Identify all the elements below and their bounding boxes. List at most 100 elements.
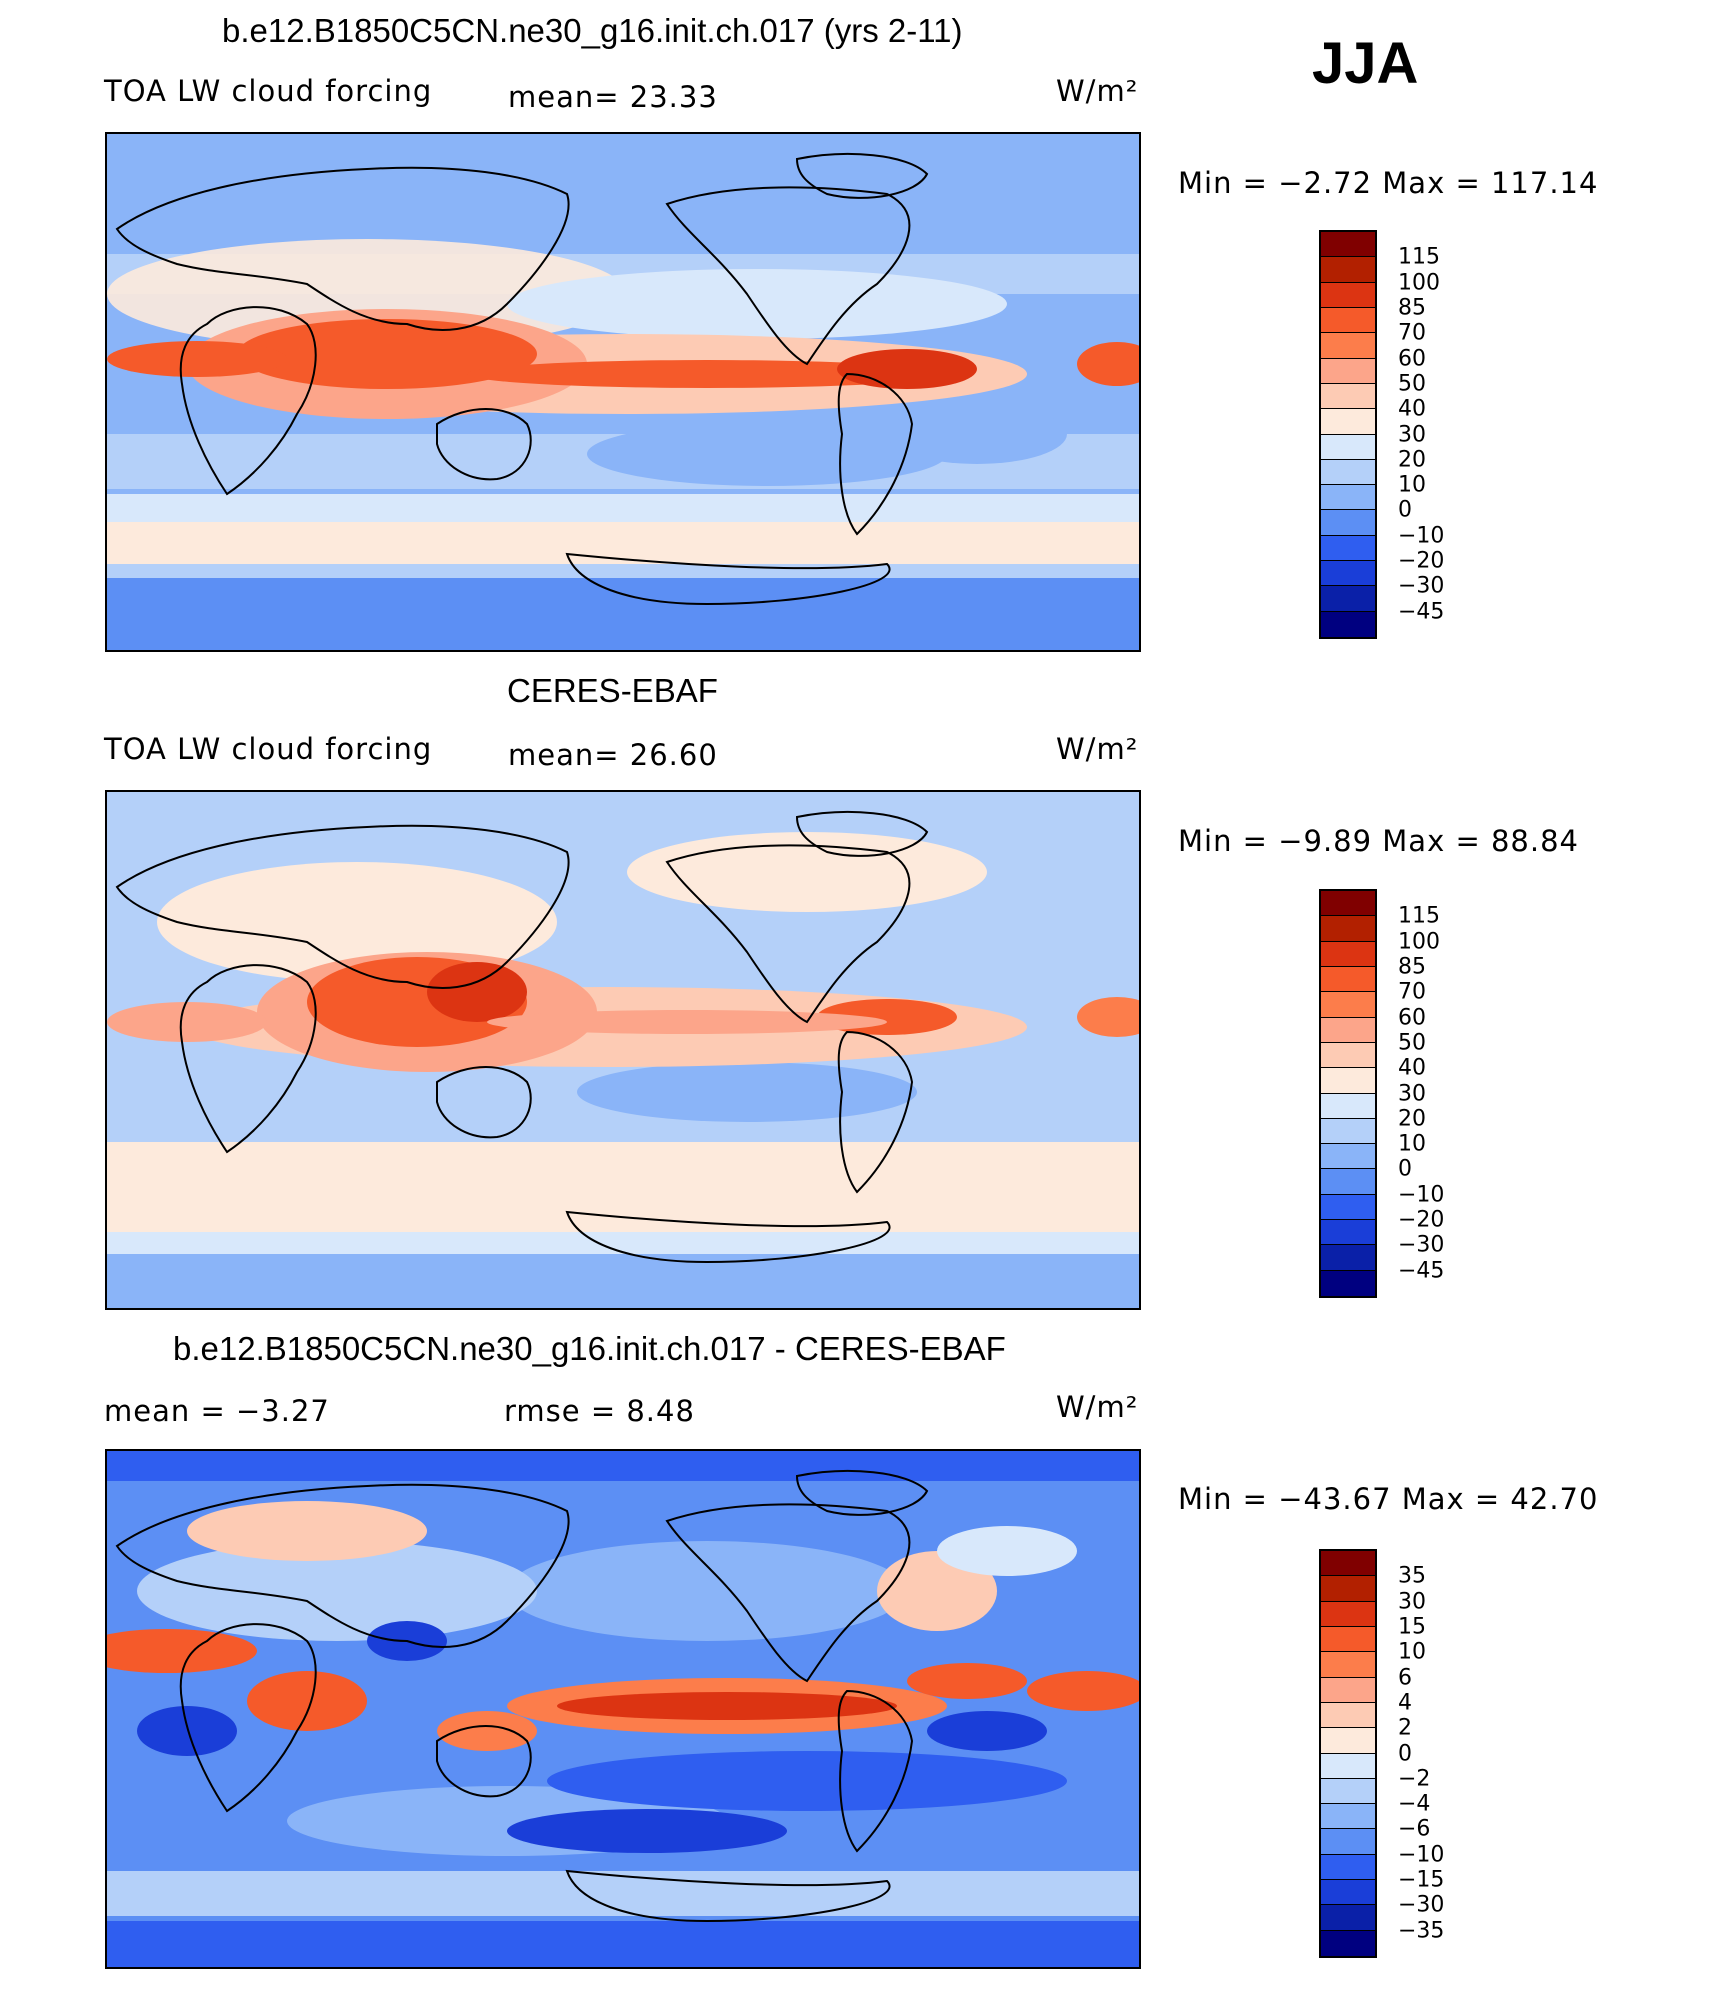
colorbar-swatch bbox=[1321, 586, 1375, 612]
minmax-label: Min = −43.67 Max = 42.70 bbox=[1178, 1482, 1599, 1516]
colorbar-tick-label: −30 bbox=[1398, 1232, 1445, 1258]
mean-label: mean= 23.33 bbox=[508, 80, 718, 114]
colorbar-swatch bbox=[1321, 992, 1375, 1018]
colorbar-swatch bbox=[1321, 1804, 1375, 1830]
colorbar-swatch bbox=[1321, 1042, 1375, 1069]
colorbar-swatch bbox=[1321, 1652, 1375, 1678]
colorbar-swatch bbox=[1321, 307, 1375, 334]
colorbar-tick-label: 30 bbox=[1398, 422, 1426, 447]
colorbar-tick-label: 2 bbox=[1398, 1715, 1412, 1741]
colorbar-tick-label: 50 bbox=[1398, 371, 1426, 397]
colorbar-swatch bbox=[1321, 1576, 1375, 1602]
colorbar-swatch bbox=[1321, 434, 1375, 460]
colorbar-tick-label: 10 bbox=[1398, 472, 1426, 498]
colorbar-tick-label: 100 bbox=[1398, 270, 1440, 296]
colorbar-swatch bbox=[1321, 1728, 1375, 1754]
colorbar-swatch bbox=[1321, 1601, 1375, 1627]
colorbar-tick-label: 60 bbox=[1398, 346, 1426, 372]
panel-title: b.e12.B1850C5CN.ne30_g16.init.ch.017 (yr… bbox=[222, 12, 963, 49]
colorbar-swatch bbox=[1321, 282, 1375, 308]
colorbar-tick-label: 85 bbox=[1398, 954, 1426, 980]
variable-label: TOA LW cloud forcing bbox=[104, 74, 433, 108]
contour-map bbox=[105, 1449, 1141, 1969]
colorbar-swatch bbox=[1321, 1220, 1375, 1246]
mean-label: mean= 26.60 bbox=[508, 738, 718, 772]
colorbar-tick-label: −20 bbox=[1398, 548, 1445, 574]
colorbar bbox=[1319, 230, 1377, 639]
contour-map bbox=[105, 790, 1141, 1310]
colorbar-tick-label: 0 bbox=[1398, 497, 1412, 523]
colorbar-tick-label: 60 bbox=[1398, 1005, 1426, 1031]
colorbar-tick-label: −10 bbox=[1398, 523, 1445, 549]
colorbar-tick-label: 0 bbox=[1398, 1156, 1412, 1182]
colorbar-swatch bbox=[1321, 561, 1375, 587]
units-label: W/m² bbox=[1056, 74, 1139, 108]
colorbar-tick-label: 70 bbox=[1398, 320, 1426, 346]
colorbar-swatch bbox=[1321, 1702, 1375, 1729]
colorbar-tick-label: −30 bbox=[1398, 573, 1445, 599]
colorbar-swatch bbox=[1321, 891, 1375, 917]
colorbar-tick-label: −20 bbox=[1398, 1207, 1445, 1233]
season-label: JJA bbox=[1312, 31, 1419, 96]
colorbar-tick-label: −4 bbox=[1398, 1791, 1431, 1817]
colorbar-tick-label: 4 bbox=[1398, 1690, 1412, 1716]
colorbar-swatch bbox=[1321, 1854, 1375, 1881]
colorbar bbox=[1319, 1549, 1377, 1958]
colorbar-swatch bbox=[1321, 1245, 1375, 1271]
colorbar-tick-label: 15 bbox=[1398, 1614, 1426, 1640]
contour-map bbox=[105, 132, 1141, 652]
colorbar-tick-label: 20 bbox=[1398, 447, 1426, 473]
colorbar-tick-label: −45 bbox=[1398, 1258, 1445, 1284]
colorbar-swatch bbox=[1321, 1551, 1375, 1577]
colorbar-tick-label: −2 bbox=[1398, 1766, 1431, 1792]
units-label: W/m² bbox=[1056, 1390, 1139, 1424]
colorbar-tick-label: −10 bbox=[1398, 1842, 1445, 1868]
colorbar-tick-label: 115 bbox=[1398, 244, 1440, 270]
colorbar-swatch bbox=[1321, 1144, 1375, 1170]
colorbar-swatch bbox=[1321, 535, 1375, 562]
colorbar-tick-label: 0 bbox=[1398, 1741, 1412, 1766]
colorbar-tick-label: 30 bbox=[1398, 1081, 1426, 1106]
colorbar-swatch bbox=[1321, 916, 1375, 942]
colorbar-swatch bbox=[1321, 1930, 1375, 1956]
colorbar-tick-label: 50 bbox=[1398, 1030, 1426, 1056]
panel-title: CERES-EBAF bbox=[507, 672, 718, 709]
colorbar-swatch bbox=[1321, 1068, 1375, 1094]
colorbar-swatch bbox=[1321, 1270, 1375, 1296]
colorbar-swatch bbox=[1321, 941, 1375, 967]
colorbar-swatch bbox=[1321, 1017, 1375, 1043]
colorbar-tick-label: 10 bbox=[1398, 1131, 1426, 1157]
colorbar-tick-label: 100 bbox=[1398, 929, 1440, 955]
colorbar-tick-label: 115 bbox=[1398, 903, 1440, 929]
colorbar-tick-label: 6 bbox=[1398, 1665, 1412, 1691]
colorbar-tick-label: 10 bbox=[1398, 1639, 1426, 1665]
colorbar-tick-label: 40 bbox=[1398, 396, 1426, 422]
colorbar-swatch bbox=[1321, 1093, 1375, 1119]
colorbar-tick-label: 85 bbox=[1398, 295, 1426, 321]
variable-label: TOA LW cloud forcing bbox=[104, 732, 433, 766]
colorbar-swatch bbox=[1321, 1169, 1375, 1195]
colorbar-swatch bbox=[1321, 1829, 1375, 1855]
colorbar-swatch bbox=[1321, 1880, 1375, 1906]
minmax-label: Min = −2.72 Max = 117.14 bbox=[1178, 166, 1599, 200]
colorbar-tick-label: 20 bbox=[1398, 1106, 1426, 1132]
colorbar bbox=[1319, 889, 1377, 1298]
colorbar-tick-label: 40 bbox=[1398, 1055, 1426, 1081]
colorbar-swatch bbox=[1321, 409, 1375, 435]
mean-label: mean = −3.27 bbox=[104, 1394, 330, 1428]
colorbar-swatch bbox=[1321, 1905, 1375, 1931]
colorbar-swatch bbox=[1321, 383, 1375, 410]
colorbar-swatch bbox=[1321, 485, 1375, 511]
colorbar-swatch bbox=[1321, 1118, 1375, 1145]
colorbar-tick-label: 30 bbox=[1398, 1589, 1426, 1615]
units-label: W/m² bbox=[1056, 732, 1139, 766]
panel-title: b.e12.B1850C5CN.ne30_g16.init.ch.017 - C… bbox=[173, 1330, 1006, 1367]
colorbar-tick-label: −10 bbox=[1398, 1182, 1445, 1208]
colorbar-swatch bbox=[1321, 257, 1375, 283]
colorbar-swatch bbox=[1321, 1753, 1375, 1779]
colorbar-tick-label: −30 bbox=[1398, 1892, 1445, 1918]
rmse-label: rmse = 8.48 bbox=[504, 1394, 695, 1428]
colorbar-swatch bbox=[1321, 1778, 1375, 1805]
colorbar-swatch bbox=[1321, 1626, 1375, 1653]
colorbar-swatch bbox=[1321, 358, 1375, 384]
